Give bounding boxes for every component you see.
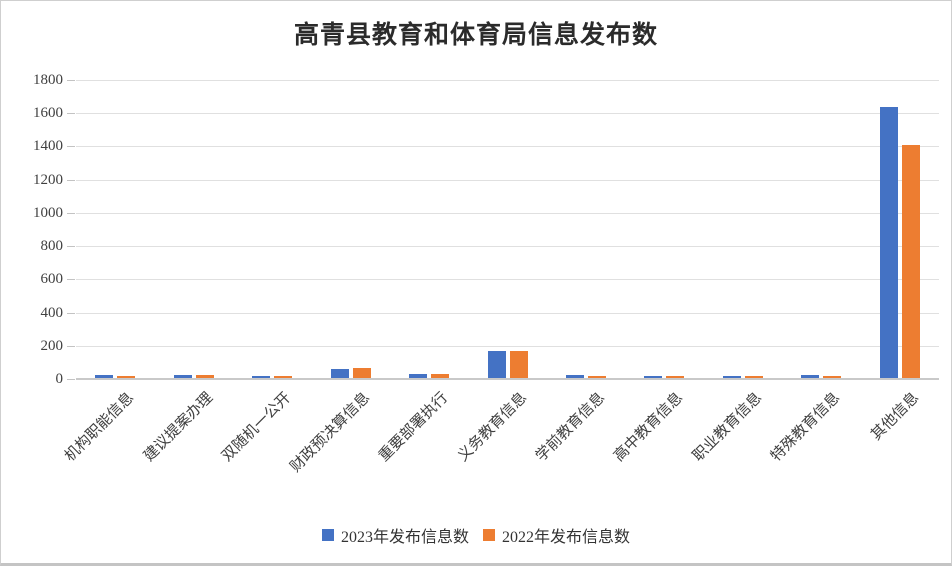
gridline xyxy=(76,113,939,114)
bar-series0-cat5 xyxy=(488,351,506,378)
bar-series1-cat7 xyxy=(666,376,684,378)
y-axis-label: 0 xyxy=(55,371,64,387)
bar-series0-cat8 xyxy=(723,376,741,378)
bar-series0-cat10 xyxy=(880,107,898,378)
y-axis-tick xyxy=(67,246,75,247)
x-axis-line xyxy=(76,378,939,380)
y-axis-label: 1400 xyxy=(33,138,63,154)
x-axis-label: 学前教育信息 xyxy=(533,389,609,465)
x-axis-label: 财政预决算信息 xyxy=(287,389,374,476)
bar-series1-cat0 xyxy=(117,376,135,378)
bar-series0-cat4 xyxy=(409,374,427,378)
gridline xyxy=(76,180,939,181)
x-axis-label: 其他信息 xyxy=(868,389,923,444)
legend-swatch-orange xyxy=(483,529,495,541)
legend-swatch-blue xyxy=(321,529,334,541)
y-axis-tick xyxy=(67,213,75,214)
legend: 2023年发布信息数 2022年发布信息数 xyxy=(1,523,951,547)
y-axis-tick xyxy=(67,313,75,314)
gridline xyxy=(76,313,939,314)
y-axis-tick xyxy=(67,346,75,347)
x-axis-label: 双随机一公开 xyxy=(219,389,295,465)
bar-series0-cat9 xyxy=(801,375,819,378)
bar-series1-cat8 xyxy=(745,376,763,378)
x-axis-label: 高中教育信息 xyxy=(611,389,687,465)
bar-series0-cat1 xyxy=(174,375,192,378)
bar-series0-cat0 xyxy=(95,375,113,378)
y-axis-tick xyxy=(67,80,75,81)
y-axis-label: 200 xyxy=(40,338,64,354)
y-axis-label: 800 xyxy=(40,238,64,254)
bar-series1-cat3 xyxy=(353,368,371,378)
legend-item-2023: 2023年发布信息数 xyxy=(321,523,469,547)
chart-title: 高青县教育和体育局信息发布数 xyxy=(293,22,658,49)
y-axis-label: 1000 xyxy=(33,205,63,221)
y-axis-tick xyxy=(67,146,75,147)
gridline xyxy=(76,146,939,147)
bar-series1-cat4 xyxy=(431,374,449,378)
y-axis-label: 1200 xyxy=(33,172,63,188)
y-axis-label: 600 xyxy=(40,271,64,287)
bar-series1-cat1 xyxy=(196,375,214,378)
gridline xyxy=(76,279,939,280)
bar-series1-cat9 xyxy=(823,376,841,378)
x-axis-label: 重要部署执行 xyxy=(376,389,452,465)
bar-series1-cat6 xyxy=(588,376,606,378)
y-axis-label: 1600 xyxy=(33,105,63,121)
bar-series0-cat3 xyxy=(331,369,349,378)
bar-series0-cat6 xyxy=(566,375,584,378)
y-axis-tick xyxy=(67,279,75,280)
bar-series0-cat2 xyxy=(252,376,270,378)
legend-label-2022: 2022年发布信息数 xyxy=(502,529,631,546)
x-axis-label: 建议提案办理 xyxy=(141,389,217,465)
x-axis-label: 特殊教育信息 xyxy=(768,389,844,465)
bar-series1-cat5 xyxy=(510,351,528,378)
bar-series1-cat2 xyxy=(274,376,292,378)
x-axis-label: 义务教育信息 xyxy=(455,389,531,465)
legend-item-2022: 2022年发布信息数 xyxy=(483,523,630,547)
gridline xyxy=(76,80,939,81)
y-axis-label: 400 xyxy=(40,305,64,321)
bar-series1-cat10 xyxy=(902,145,920,378)
legend-label-2023: 2023年发布信息数 xyxy=(340,529,469,546)
bar-series0-cat7 xyxy=(644,376,662,378)
y-axis-label: 1800 xyxy=(33,72,63,88)
y-axis-tick xyxy=(67,379,75,380)
gridline xyxy=(76,346,939,347)
x-axis-label: 机构职能信息 xyxy=(62,389,138,465)
y-axis-tick xyxy=(67,113,75,114)
gridline xyxy=(76,213,939,214)
y-axis-tick xyxy=(67,180,75,181)
x-axis-label: 职业教育信息 xyxy=(690,389,766,465)
gridline xyxy=(76,246,939,247)
